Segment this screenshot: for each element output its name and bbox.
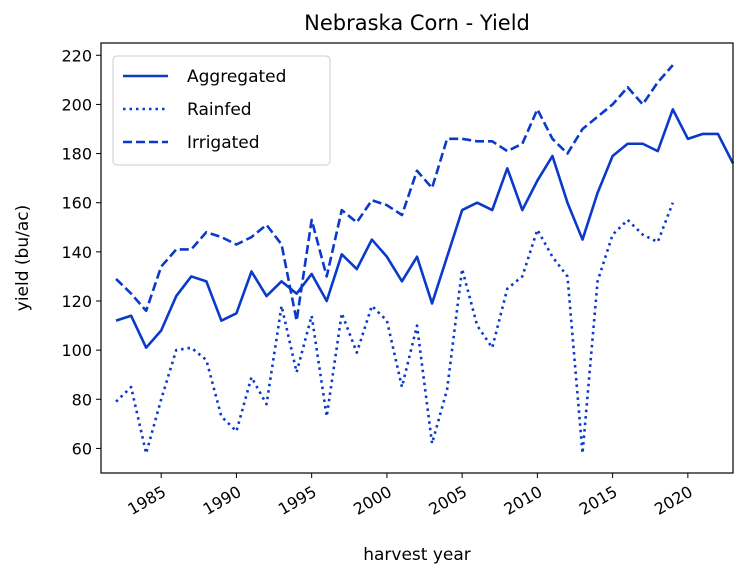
x-tick-label: 2000 <box>350 482 395 519</box>
plot-frame <box>100 42 734 474</box>
x-axis-label: harvest year <box>363 545 471 565</box>
legend-label: Rainfed <box>187 100 252 120</box>
legend-box <box>112 55 331 166</box>
x-tick-label: 2010 <box>501 482 546 519</box>
y-tick-label: 220 <box>61 46 92 65</box>
x-tick-label: 2015 <box>576 482 621 519</box>
y-tick-label: 180 <box>61 145 92 164</box>
y-tick-label: 80 <box>72 390 92 409</box>
line-series <box>115 108 735 349</box>
y-tick-label: 140 <box>61 243 92 262</box>
x-tick-label: 1985 <box>124 482 169 519</box>
line-series <box>115 202 675 455</box>
legend-label: Irrigated <box>187 133 260 153</box>
x-tick-label: 2005 <box>425 482 470 519</box>
x-tick-label: 2020 <box>651 482 696 519</box>
x-tick-label: 1995 <box>275 482 320 519</box>
y-tick-label: 160 <box>61 194 92 213</box>
y-tick-label: 120 <box>61 292 92 311</box>
chart-title: Nebraska Corn - Yield <box>304 11 530 35</box>
y-tick-label: 200 <box>61 95 92 114</box>
x-tick-label: 1990 <box>200 482 245 519</box>
y-tick-label: 60 <box>72 439 92 458</box>
legend-label: Aggregated <box>187 67 286 87</box>
y-tick-label: 100 <box>61 341 92 360</box>
y-axis-label: yield (bu/ac) <box>13 205 33 311</box>
